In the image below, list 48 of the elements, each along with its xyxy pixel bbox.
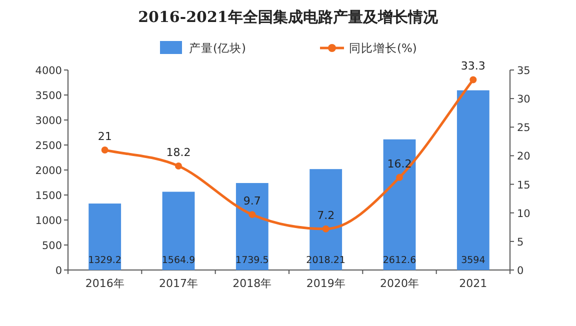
chart-title: 2016-2021年全国集成电路产量及增长情况 [138,8,439,26]
x-tick-label: 2017年 [159,277,198,290]
data-label: 7.2 [317,208,335,222]
y2-tick-label: 0 [517,265,524,277]
x-tick-label: 2016年 [85,277,124,290]
y-tick-label: 3000 [35,115,62,127]
y2-tick-label: 35 [517,65,530,77]
y-tick-label: 1500 [35,190,62,202]
data-label: 9.7 [243,194,261,208]
bar [383,139,416,270]
point [396,174,403,181]
y-tick-label: 1000 [35,215,62,227]
data-label: 1739.5 [236,255,269,266]
y-tick-label: 3500 [35,90,62,102]
x-tick-label: 2020年 [380,277,419,290]
data-label: 3594 [461,255,486,266]
y-tick-label: 2500 [35,140,62,152]
x-tick-label: 2018年 [232,277,272,290]
point [322,225,330,232]
bar [162,192,195,270]
y2-tick-label: 5 [517,236,524,248]
bar [236,183,268,270]
data-label: 1329.2 [88,255,122,266]
data-label: 21 [98,130,112,143]
point [175,162,182,170]
y-tick-label: 4000 [35,65,62,77]
y2-tick-label: 30 [517,94,530,106]
data-label: 16.2 [387,157,412,170]
data-label: 33.3 [460,60,486,73]
bar [88,204,122,270]
x-tick-label: 2021 [459,277,488,290]
y2-tick-label: 10 [517,208,530,220]
y-tick-label: 2000 [35,165,62,177]
data-label: 1564.9 [162,255,196,266]
legend-label: 产量(亿块) [189,41,246,55]
bar [456,90,490,270]
y2-tick-label: 25 [517,122,530,134]
y2-tick-label: 15 [517,179,530,192]
data-label: 18.2 [166,146,191,159]
y-tick-label: 0 [55,265,62,277]
y-tick-label: 500 [42,240,62,252]
y2-tick-label: 20 [517,150,530,163]
x-tick-label: 2019年 [306,277,346,290]
point [248,211,256,218]
legend-label: 同比增长(%) [349,41,417,55]
point [101,146,108,154]
data-label: 2612.6 [382,255,416,266]
point [470,76,477,84]
